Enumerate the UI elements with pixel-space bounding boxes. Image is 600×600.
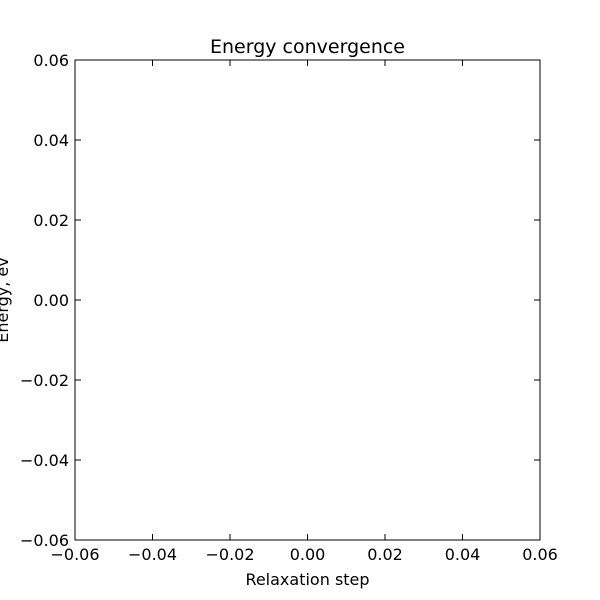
x-axis: −0.06 −0.04 −0.02 0.00 0.02 0.04 0.06 — [50, 60, 558, 564]
y-axis: −0.06 −0.04 −0.02 0.00 0.02 0.04 0.06 — [20, 51, 540, 550]
x-tick-label: −0.02 — [205, 545, 254, 564]
chart-title: Energy convergence — [210, 36, 405, 58]
y-tick-label: −0.02 — [20, 371, 69, 390]
plot-area — [74, 59, 541, 541]
y-tick-label: −0.04 — [20, 451, 69, 470]
y-tick-label: 0.02 — [33, 211, 69, 230]
y-tick-label: 0.04 — [33, 131, 69, 150]
x-tick-label: 0.04 — [445, 545, 481, 564]
x-axis-label: Relaxation step — [245, 570, 369, 589]
y-tick-label: 0.06 — [33, 51, 69, 70]
x-tick-label: 0.06 — [522, 545, 558, 564]
x-tick-label: −0.04 — [128, 545, 177, 564]
x-tick-label: −0.06 — [50, 545, 99, 564]
x-tick-label: 0.00 — [290, 545, 326, 564]
y-tick-label: 0.00 — [33, 291, 69, 310]
y-axis-label: Energy, ev — [0, 257, 12, 343]
x-tick-label: 0.02 — [367, 545, 403, 564]
y-tick-label: −0.06 — [20, 531, 69, 550]
